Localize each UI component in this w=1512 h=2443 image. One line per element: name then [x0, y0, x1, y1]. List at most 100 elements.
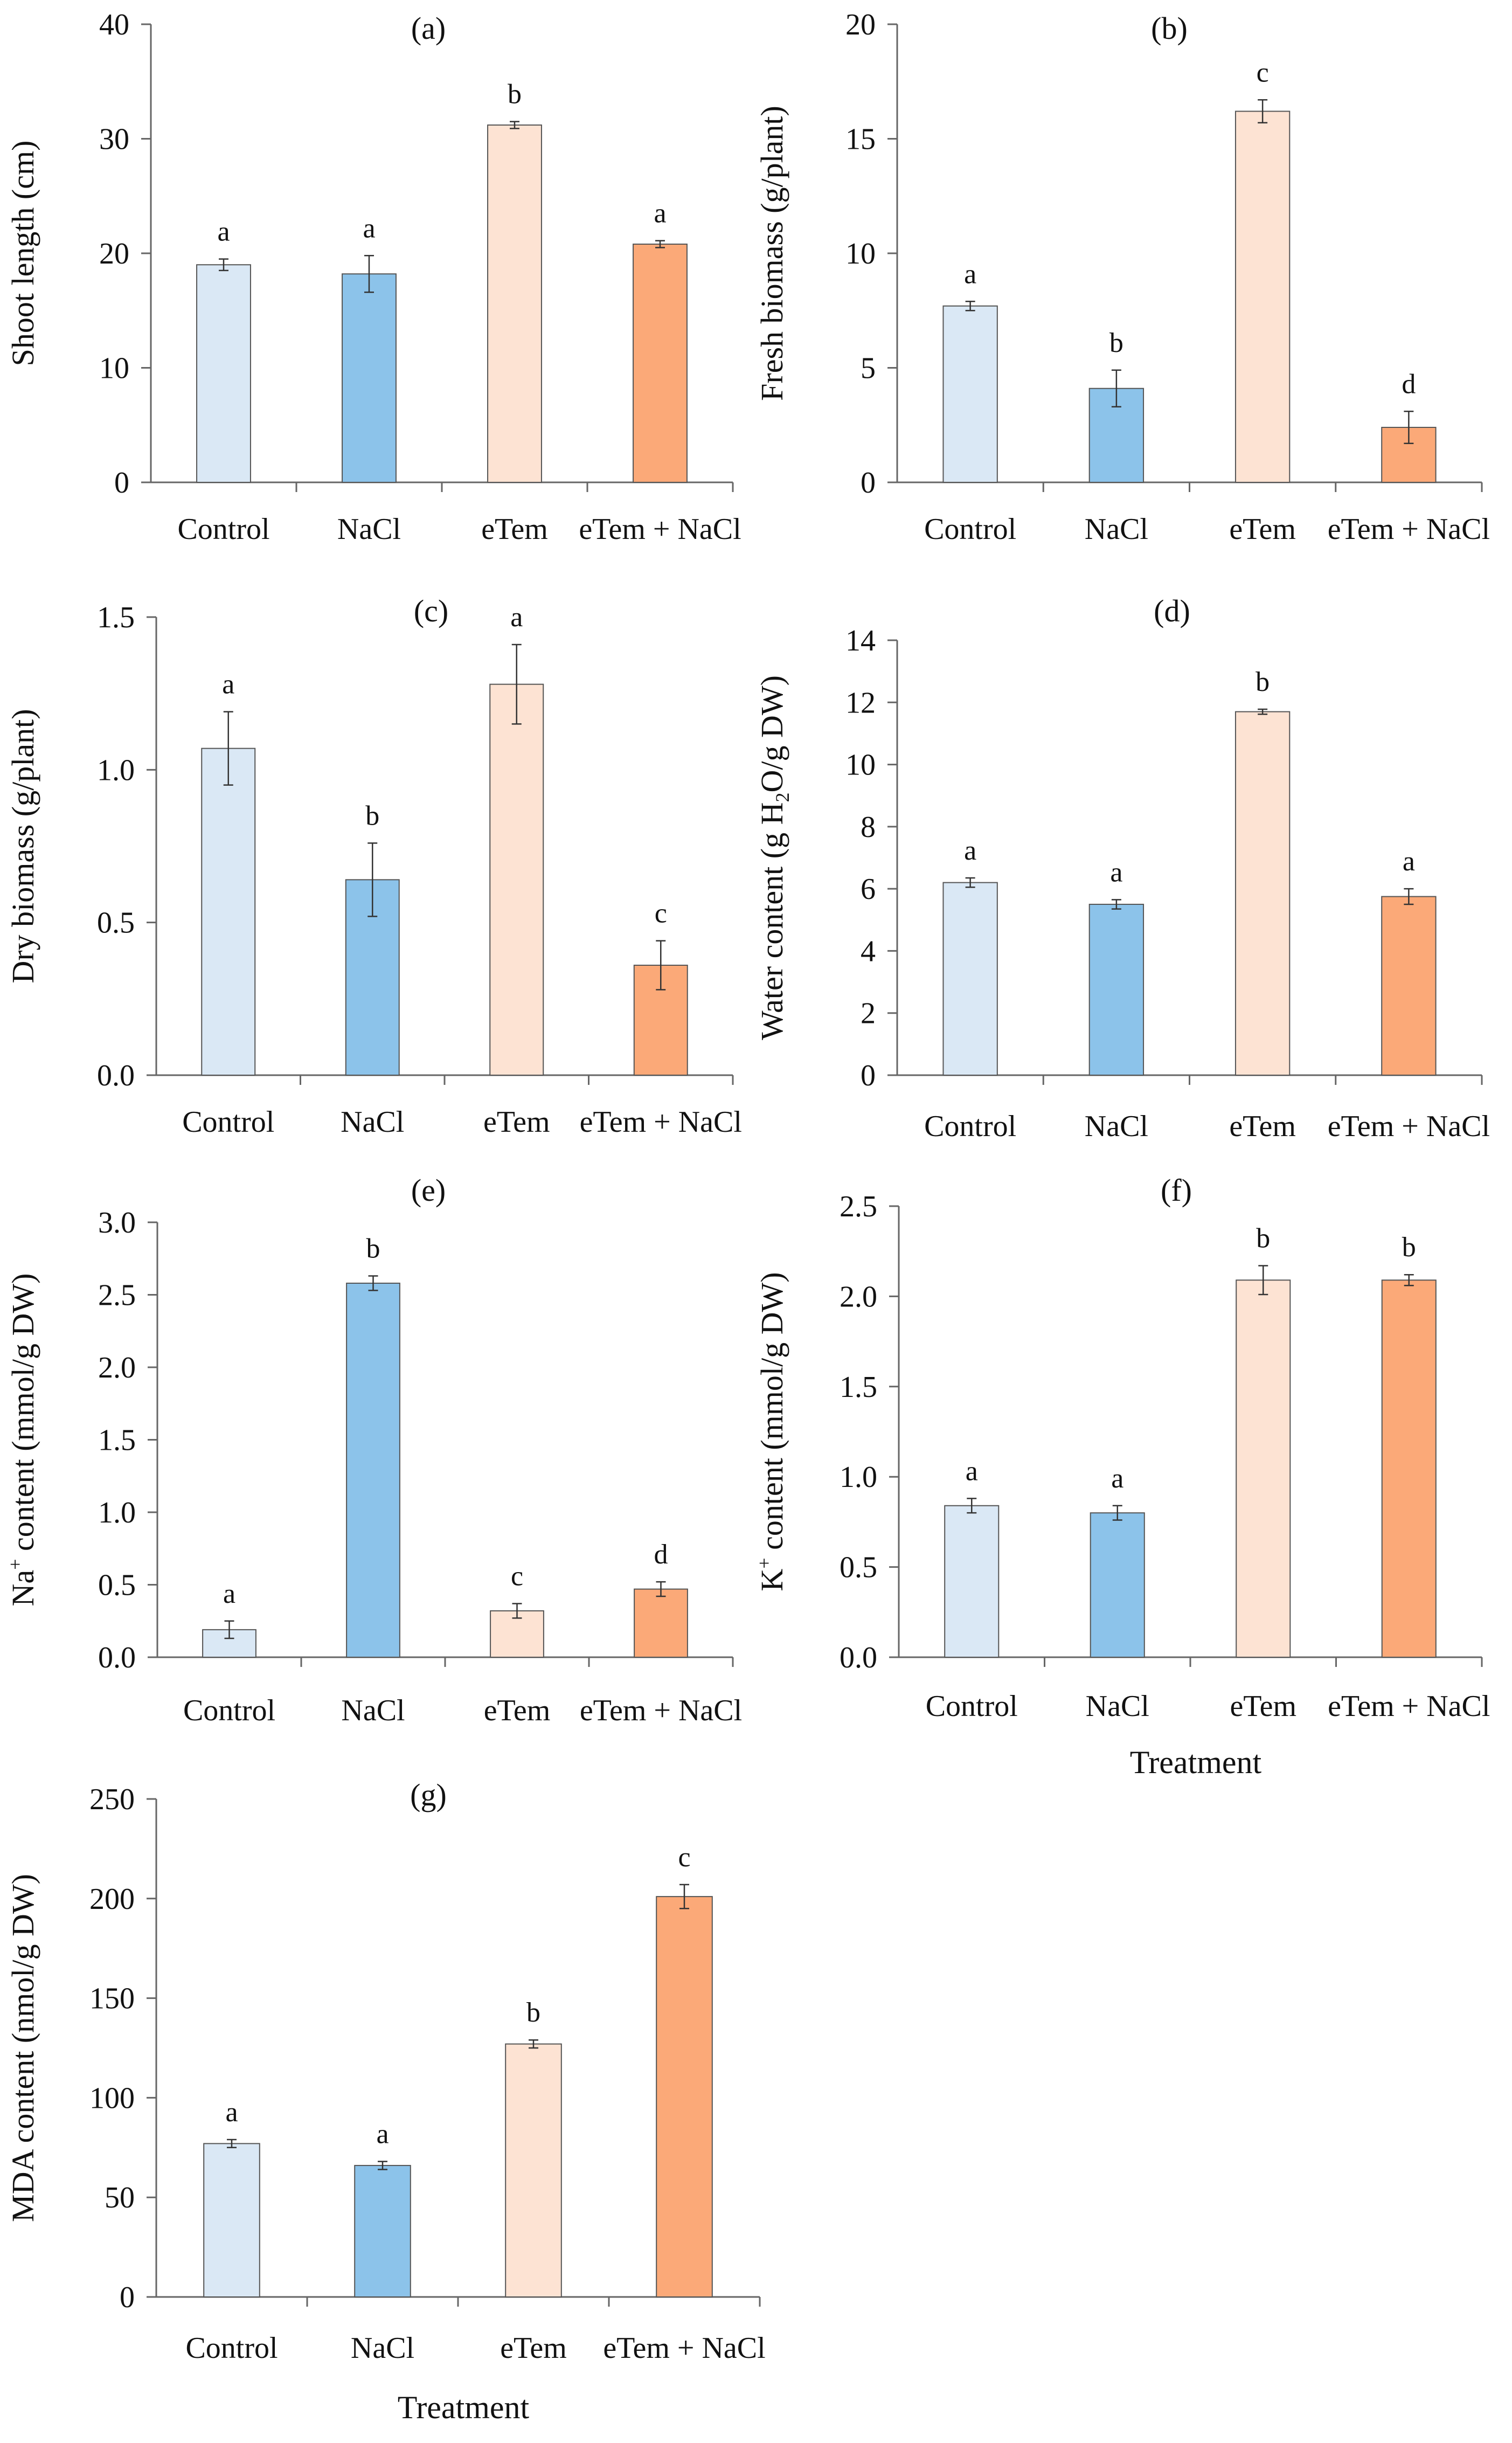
- y-tick-label: 250: [89, 1783, 135, 1816]
- x-category-label: eTem: [483, 1105, 550, 1139]
- significance-letter: a: [966, 1456, 978, 1486]
- y-axis-label-script: +: [753, 1558, 775, 1568]
- y-tick-label: 12: [845, 686, 876, 719]
- y-axis-label: Dry biomass (g/plant): [5, 709, 40, 983]
- significance-letter: b: [526, 1997, 540, 2028]
- y-tick-label: 200: [89, 1883, 135, 1916]
- bar-nacl: [1090, 1512, 1145, 1658]
- y-tick-label: 5: [861, 352, 876, 385]
- y-tick-label: 8: [861, 811, 876, 844]
- x-axis-label: Treatment: [1130, 1745, 1262, 1780]
- significance-letter: a: [217, 217, 230, 247]
- y-tick-label: 2.0: [98, 1351, 136, 1385]
- y-tick-label: 30: [99, 123, 129, 156]
- x-category-label: eTem: [481, 513, 548, 546]
- significance-letter: c: [678, 1842, 690, 1873]
- significance-letter: b: [508, 79, 522, 110]
- significance-letter: a: [1111, 1463, 1123, 1494]
- y-tick-label: 1.5: [840, 1371, 877, 1404]
- y-tick-label: 50: [105, 2181, 135, 2214]
- panel-title: (g): [410, 1777, 447, 1812]
- y-tick-label: 2.5: [840, 1190, 877, 1223]
- significance-letter: b: [1256, 1223, 1270, 1254]
- y-axis-label-part: content (mmol/g DW): [5, 1274, 40, 1559]
- chart-panel-b: 0 5 10 15 20 a Control b NaCl c eTem d eTem + NaCl (b…: [754, 8, 1490, 546]
- bar-control: [201, 748, 256, 1076]
- y-tick-label: 0: [861, 1059, 876, 1092]
- bar-etem: [487, 124, 542, 483]
- x-category-label: Control: [926, 1690, 1018, 1723]
- y-tick-label: 0.0: [98, 1641, 136, 1674]
- y-tick-label: 40: [99, 8, 129, 41]
- significance-letter: c: [511, 1561, 523, 1591]
- x-category-label: NaCl: [341, 1694, 405, 1727]
- bar-control: [942, 305, 998, 483]
- panel-title: (d): [1154, 593, 1190, 628]
- y-tick-label: 1.5: [98, 1424, 136, 1457]
- x-category-label: Control: [183, 1694, 275, 1727]
- y-axis-label: Na+ content (mmol/g DW): [4, 1274, 40, 1607]
- y-tick-label: 1.0: [840, 1461, 877, 1494]
- significance-letter: d: [1402, 369, 1416, 399]
- significance-letter: a: [376, 2119, 389, 2150]
- bar-etem: [1234, 711, 1291, 1076]
- x-axis-label: Treatment: [398, 2390, 530, 2425]
- x-category-label: NaCl: [337, 513, 401, 546]
- bar-etem-nacl: [1381, 896, 1437, 1076]
- bar-control: [196, 264, 251, 483]
- chart-panel-e: 0.0 0.5 1.0 1.5 2.0 2.5 3.0 a Control b NaCl c eTem d…: [4, 1173, 742, 1727]
- y-axis-label: Shoot length (cm): [5, 141, 40, 366]
- significance-letter: a: [510, 602, 523, 633]
- bar-control: [203, 2143, 260, 2297]
- y-tick-label: 0.0: [840, 1641, 877, 1674]
- x-category-label: eTem + NaCl: [579, 513, 741, 546]
- chart-panel-d: 0 2 4 6 8 10 12 14 a Control a NaCl b eTem a eTem + NaC…: [754, 593, 1490, 1143]
- x-category-label: eTem: [1229, 513, 1296, 546]
- y-tick-label: 3.0: [98, 1206, 136, 1240]
- x-category-label: NaCl: [1085, 1110, 1148, 1143]
- significance-letter: a: [363, 213, 375, 244]
- bar-control: [942, 882, 998, 1076]
- y-tick-label: 2.5: [98, 1279, 136, 1312]
- x-category-label: NaCl: [1085, 513, 1148, 546]
- y-tick-label: 0.0: [97, 1059, 135, 1092]
- y-tick-label: 6: [861, 873, 876, 906]
- significance-letter: a: [225, 2097, 238, 2128]
- y-axis-label: MDA content (nmol/g DW): [5, 1874, 40, 2222]
- y-axis-label-part: O/g DW): [754, 675, 789, 792]
- y-tick-label: 0.5: [97, 906, 135, 940]
- bar-nacl: [346, 1282, 400, 1658]
- x-category-label: NaCl: [351, 2331, 414, 2365]
- chart-panel-a: 0 10 20 30 40 a Control a NaCl b eTem a eTem + NaCl (…: [5, 8, 741, 546]
- y-tick-label: 1.5: [97, 601, 135, 634]
- x-category-label: Control: [182, 1105, 274, 1139]
- significance-letter: c: [1257, 57, 1269, 88]
- significance-letter: b: [366, 1234, 380, 1264]
- x-category-label: Control: [185, 2331, 278, 2365]
- bar-control: [944, 1505, 1000, 1658]
- chart-panel-f: 0.0 0.5 1.0 1.5 2.0 2.5 a Control a NaCl b eTem b eTe…: [753, 1173, 1490, 1780]
- y-tick-label: 1.0: [97, 753, 135, 787]
- y-tick-label: 0: [114, 466, 129, 500]
- y-tick-label: 0: [861, 466, 876, 500]
- x-category-label: Control: [924, 513, 1016, 546]
- panel-title: (f): [1161, 1173, 1192, 1208]
- y-tick-label: 15: [845, 123, 876, 156]
- x-category-label: eTem + NaCl: [1328, 1110, 1490, 1143]
- panel-title: (c): [414, 593, 448, 628]
- significance-letter: d: [654, 1539, 668, 1570]
- x-category-label: eTem: [484, 1694, 551, 1727]
- significance-letter: a: [964, 835, 976, 866]
- y-tick-label: 0: [120, 2281, 135, 2314]
- x-category-label: NaCl: [341, 1105, 404, 1139]
- y-tick-label: 4: [861, 935, 876, 968]
- x-category-label: eTem: [1230, 1690, 1296, 1723]
- x-category-label: eTem: [500, 2331, 567, 2365]
- y-axis-label-part: K: [754, 1569, 789, 1591]
- x-category-label: eTem + NaCl: [1328, 1690, 1490, 1723]
- chart-panel-c: 0.0 0.5 1.0 1.5 a Control b NaCl a eTem c eTem + Na…: [5, 593, 742, 1139]
- significance-letter: a: [222, 669, 234, 700]
- significance-letter: a: [1110, 857, 1122, 888]
- significance-letter: a: [654, 198, 666, 229]
